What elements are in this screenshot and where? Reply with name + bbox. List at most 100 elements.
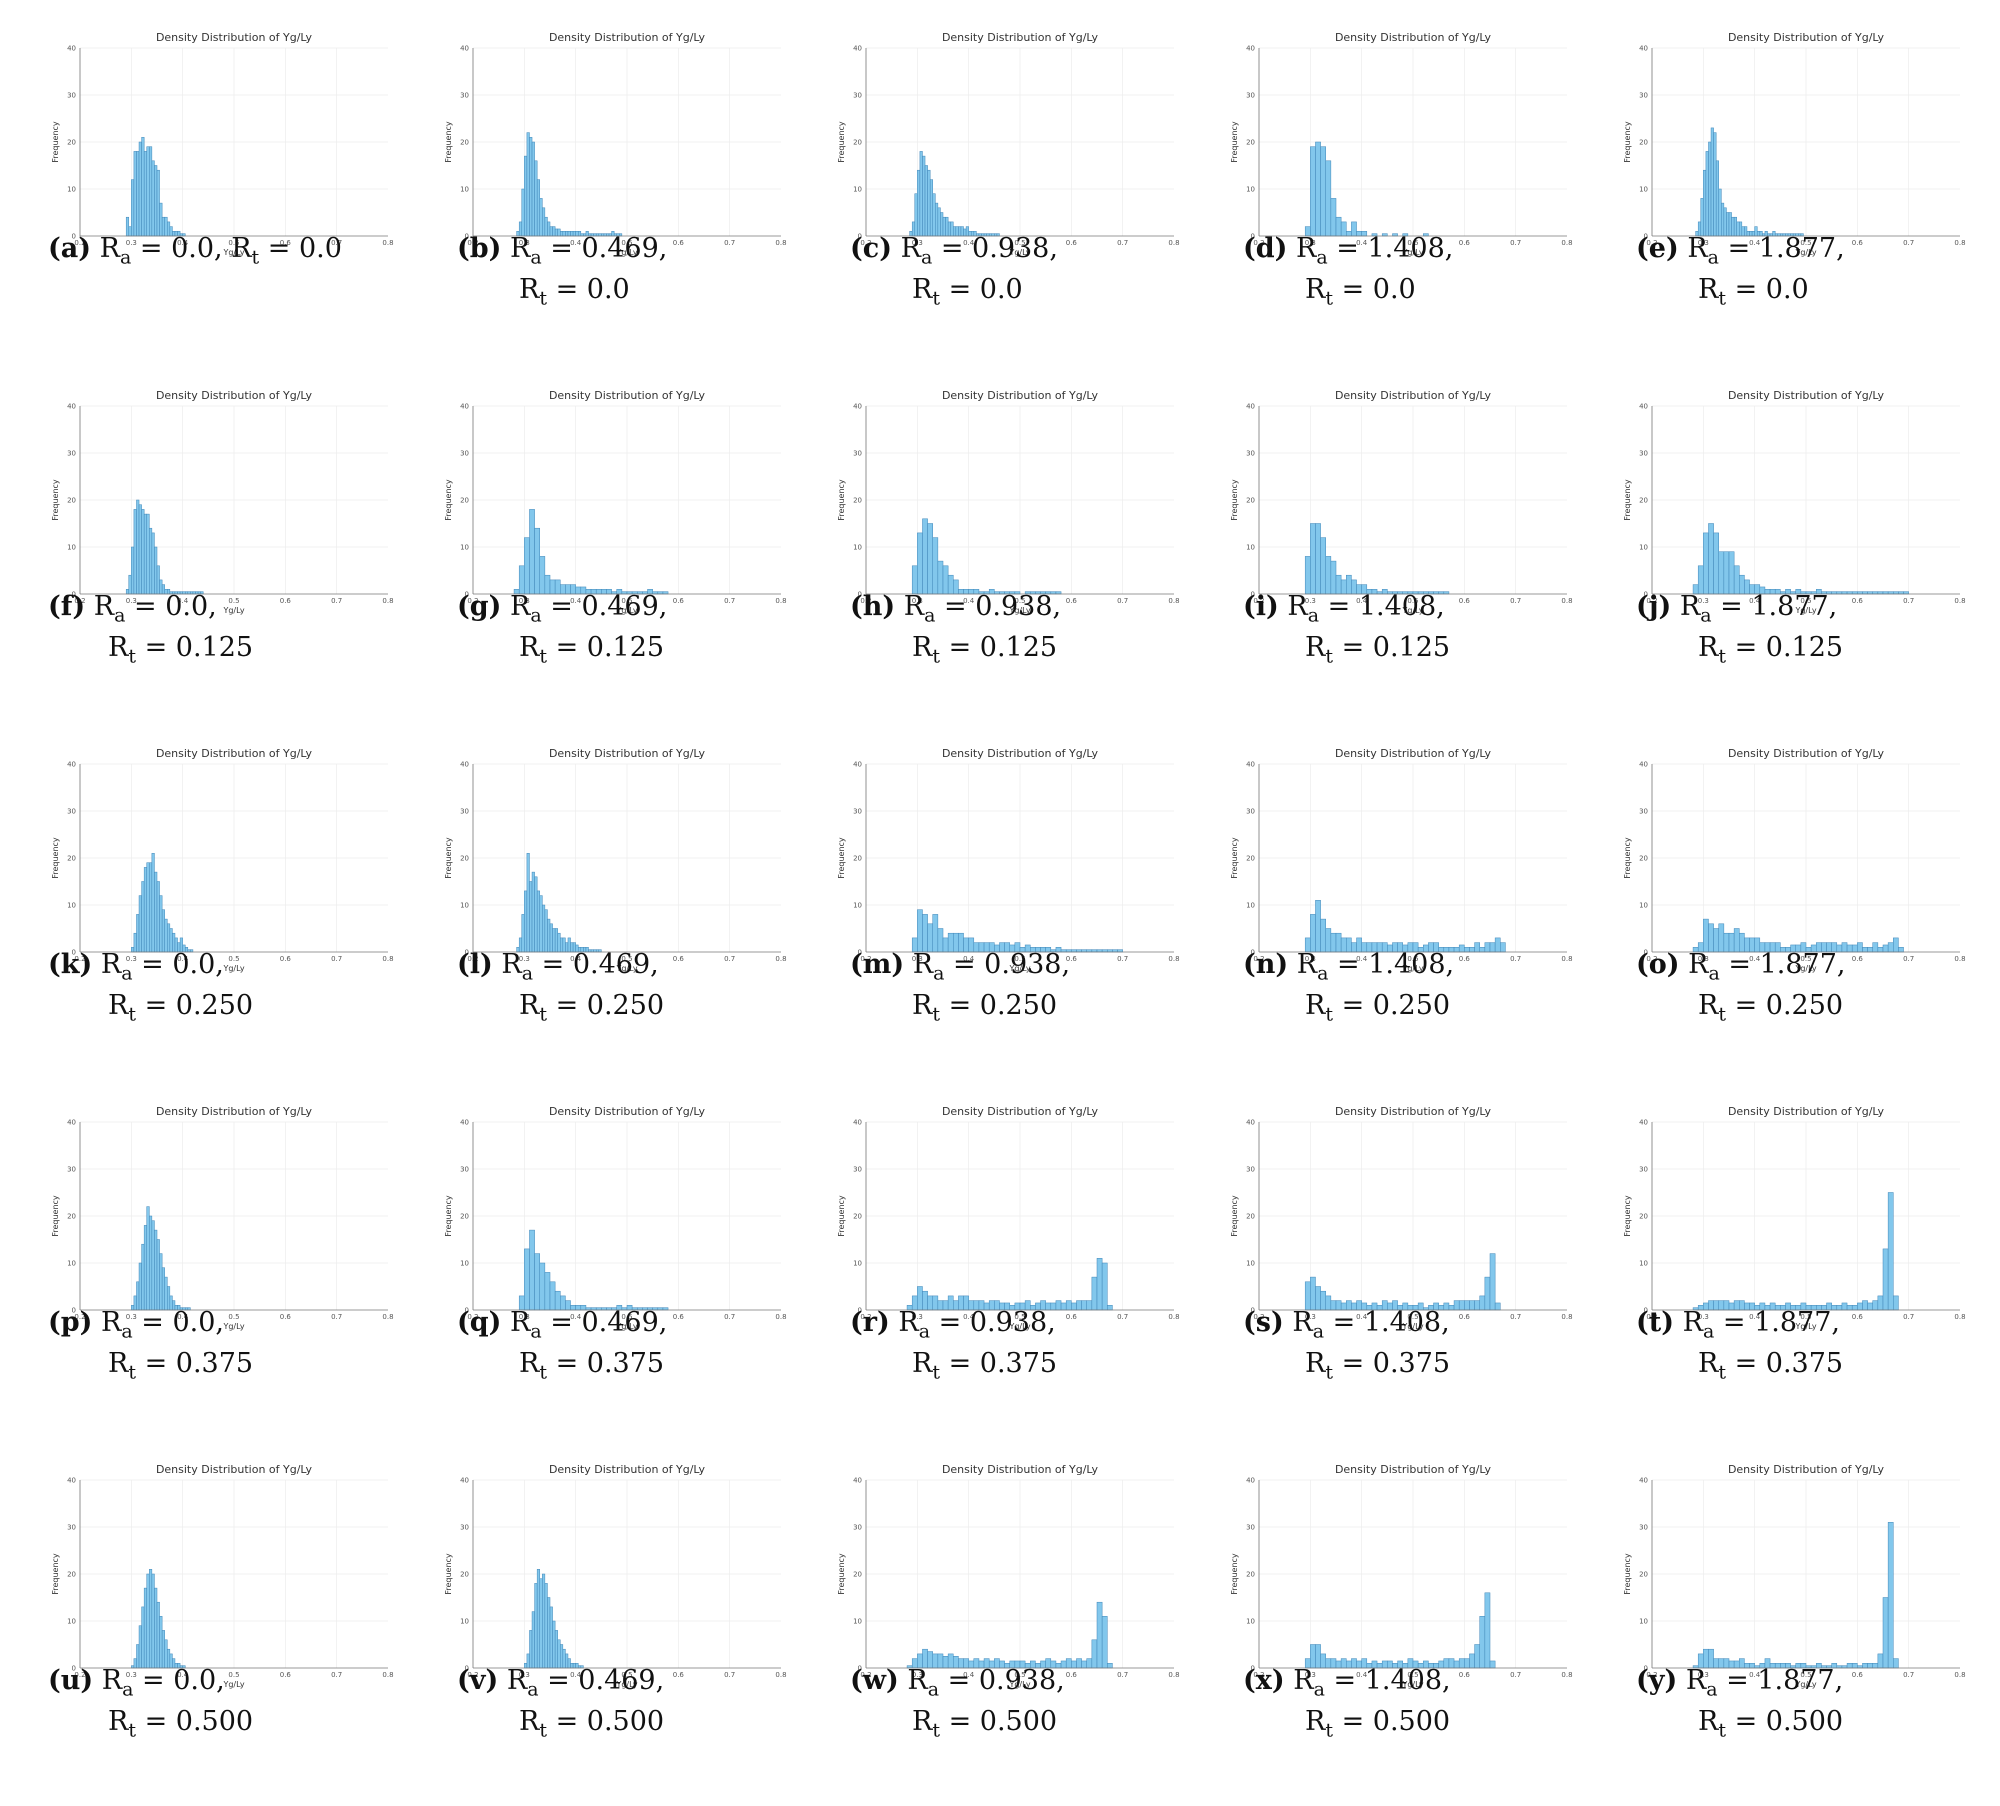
x-tick-label: 0.3 [912,597,923,605]
caption-line-1: (i) Ra = 1.408, [1243,586,1635,627]
chart-title: Density Distribution of Yg/Ly [942,1105,1099,1118]
x-tick-label: 0.6 [1852,597,1864,605]
x-tick-label: 0.4 [177,955,189,963]
chart-title: Density Distribution of Yg/Ly [549,31,706,44]
caption-symbol: R [1305,632,1326,663]
caption-symbol: R [912,1348,933,1379]
x-tick-label: 0.3 [1305,239,1316,247]
y-tick-label: 10 [460,1260,469,1268]
histogram-bar [141,509,145,595]
caption-line-1: (q) Ra = 0.469, [457,1302,849,1343]
y-tick-label: 20 [460,1213,469,1221]
y-tick-label: 0 [72,949,76,957]
x-tick-label: 0.4 [1356,955,1368,963]
caption-symbol: R [1296,233,1317,264]
caption-line-2: Rt = 0.375 [1636,1343,2000,1384]
caption-symbol: R [1698,990,1719,1021]
y-axis-label: Frequency [837,479,846,521]
y-tick-label: 20 [853,1213,862,1221]
x-tick-label: 0.7 [1510,955,1521,963]
y-tick-label: 40 [460,761,469,769]
histogram-bar [151,1573,155,1669]
subfigure-caption: (n) Ra = 1.408, Rt = 0.250 [1179,944,1635,1026]
y-tick-label: 20 [67,1213,76,1221]
subfigure-caption: (k) Ra = 0.0, Rt = 0.250 [0,944,440,1026]
histogram-bar [927,523,933,595]
histogram-bar [154,1229,158,1311]
x-tick-label: 0.8 [1954,597,1965,605]
caption-subscript: t [932,1719,940,1742]
y-tick-label: 10 [1639,186,1648,194]
histogram-bar [141,881,145,953]
caption-subscript: a [121,1320,133,1343]
y-tick-label: 20 [67,139,76,147]
x-tick-label: 0.4 [1749,1313,1761,1321]
y-tick-label: 40 [1246,1119,1255,1127]
y-axis-label: Frequency [1230,1553,1239,1595]
subfigure-caption: (l) Ra = 0.469, Rt = 0.250 [393,944,849,1026]
x-tick-label: 0.4 [570,597,582,605]
x-tick-label: 0.5 [1407,1671,1418,1679]
y-tick-label: 40 [1639,1119,1648,1127]
y-tick-label: 10 [1639,902,1648,910]
y-tick-label: 0 [1251,1307,1255,1315]
caption-line-2: Rt = 0.500 [850,1701,1242,1742]
x-tick-label: 0.5 [1014,239,1025,247]
caption-symbol: R [912,990,933,1021]
x-tick-label: 0.6 [280,955,292,963]
histogram-bar [143,867,147,953]
x-axis-label: Yg/Ly [615,606,637,615]
caption-subscript: a [530,1320,542,1343]
caption-symbol: R [519,990,540,1021]
histogram-svg: Density Distribution of Yg/Ly 0 10 20 30 40 0.… [444,389,787,615]
x-tick-label: 0.3 [1698,955,1709,963]
y-tick-label: 0 [858,591,862,599]
x-tick-label: 0.3 [519,239,530,247]
histogram-bar [531,871,535,953]
caption-tag: (r) [850,1307,890,1338]
caption-value: = 0.938, [939,1665,1065,1696]
y-tick-label: 20 [460,139,469,147]
histogram-svg: Density Distribution of Yg/Ly 0 10 20 30 40 0.… [51,1105,394,1331]
histogram-panel: Density Distribution of Yg/Ly 0 10 20 30 40 0.… [1572,0,1966,357]
caption-symbol: R [1293,1665,1314,1696]
caption-subscript: a [927,1678,940,1701]
histogram-bar [1882,1248,1889,1311]
caption-line-1: (l) Ra = 0.469, [457,944,849,985]
histogram-bar [922,518,928,595]
histogram-bar [146,513,150,595]
x-tick-label: 0.2 [467,1671,478,1679]
x-tick-label: 0.5 [1014,955,1025,963]
chart-title: Density Distribution of Yg/Ly [549,1105,706,1118]
caption-tag: (p) [48,1307,93,1338]
caption-symbol: R [108,990,129,1021]
x-tick-label: 0.5 [1800,955,1811,963]
y-tick-label: 10 [853,902,862,910]
caption-line-1: (s) Ra = 1.408, [1243,1302,1635,1343]
chart-title: Density Distribution of Yg/Ly [1335,389,1492,402]
y-tick-label: 0 [72,233,76,241]
histogram-svg: Density Distribution of Yg/Ly 0 10 20 30 40 0.… [1623,389,1966,615]
x-tick-label: 0.8 [1561,239,1572,247]
chart-title: Density Distribution of Yg/Ly [1728,1463,1885,1476]
histogram-bar [143,513,147,595]
caption-line-1: (r) Ra = 0.938, [850,1302,1242,1343]
caption-line-2: Rt = 0.375 [457,1343,849,1384]
x-tick-label: 0.6 [1459,1671,1471,1679]
caption-line-1: (f) Ra = 0.0, [48,586,440,627]
caption-line-2: Rt = 0.125 [457,627,849,668]
y-tick-label: 30 [1639,450,1648,458]
subfigure-caption: (g) Ra = 0.469, Rt = 0.125 [393,586,849,668]
x-tick-label: 0.7 [1903,955,1914,963]
x-tick-label: 0.6 [1459,955,1471,963]
x-tick-label: 0.8 [775,955,786,963]
caption-subscript: t [128,645,136,668]
y-tick-label: 40 [460,1119,469,1127]
y-axis-label: Frequency [444,1195,453,1237]
x-tick-label: 0.3 [1698,1671,1709,1679]
caption-value: = 1.877, [1711,591,1838,622]
histogram-bar [529,509,535,595]
y-axis-label: Frequency [51,479,60,521]
x-tick-label: 0.7 [1903,239,1914,247]
x-tick-label: 0.7 [724,1313,735,1321]
